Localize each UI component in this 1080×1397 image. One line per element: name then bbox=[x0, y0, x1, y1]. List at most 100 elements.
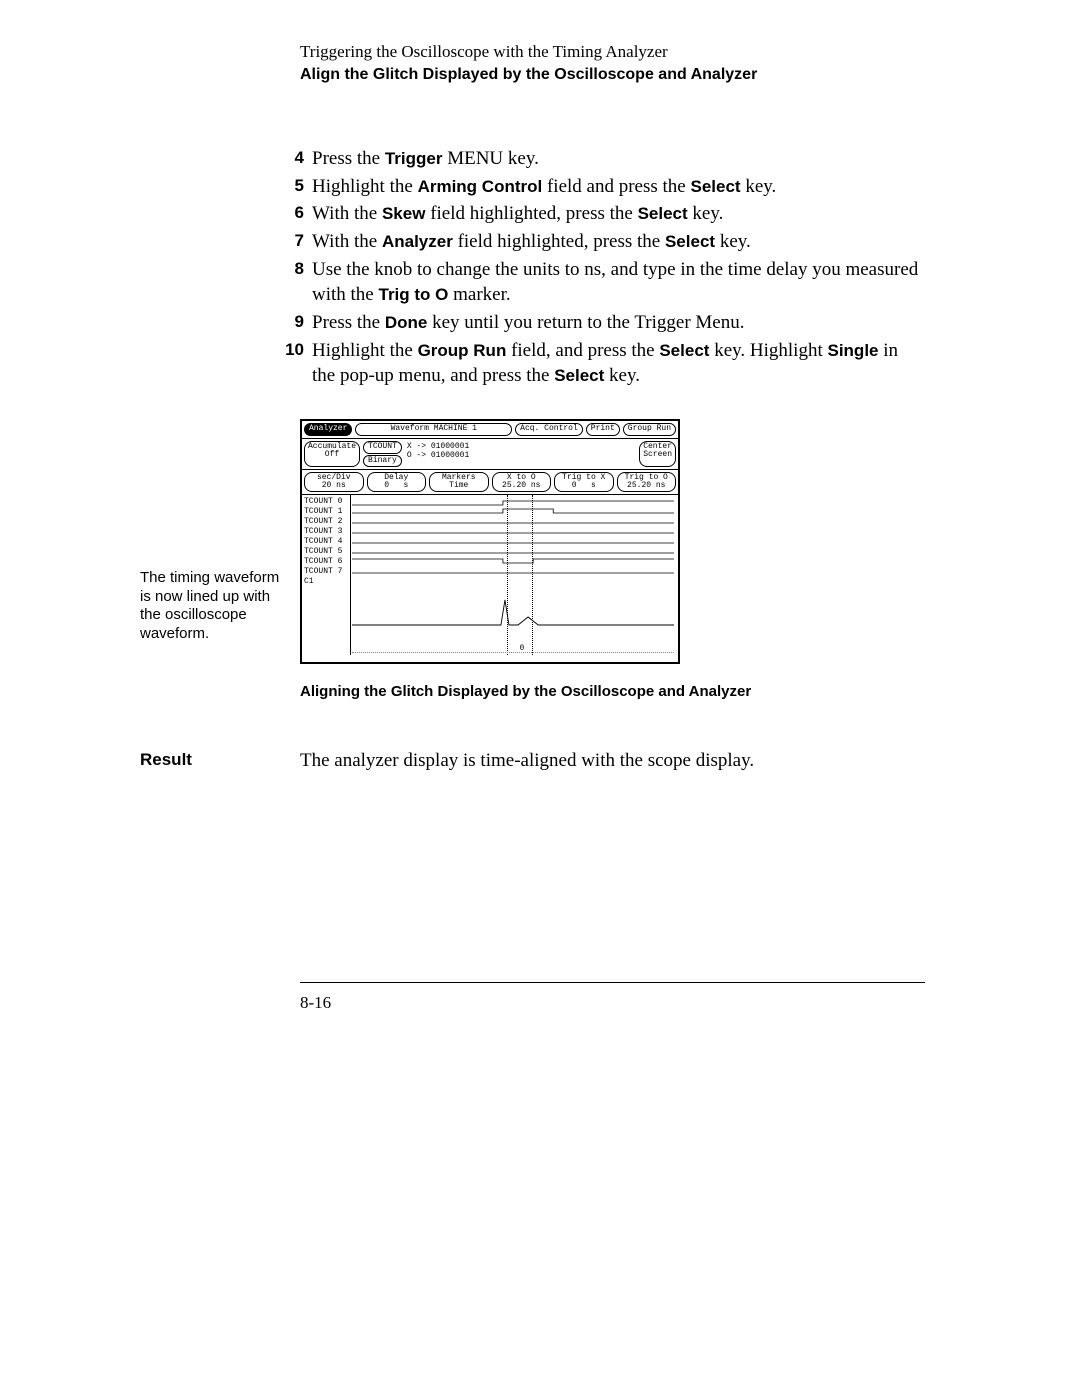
page-number: 8-16 bbox=[300, 993, 331, 1012]
channel-label: TCOUNT 6 bbox=[304, 557, 342, 567]
step-number: 7 bbox=[278, 229, 304, 253]
step-item: 8Use the knob to change the units to ns,… bbox=[278, 257, 925, 308]
channel-label: TCOUNT 4 bbox=[304, 537, 342, 547]
step-plain-text: field highlighted, press the bbox=[425, 203, 637, 224]
figure-title: Aligning the Glitch Displayed by the Osc… bbox=[300, 683, 925, 700]
step-plain-text: key. bbox=[604, 365, 640, 386]
step-bold-term: Select bbox=[554, 366, 604, 385]
step-plain-text: key until you return to the Trigger Menu… bbox=[427, 312, 744, 333]
print-button: Print bbox=[586, 423, 620, 436]
step-plain-text: Highlight the bbox=[312, 340, 418, 361]
step-bold-term: Single bbox=[827, 341, 878, 360]
step-item: 5Highlight the Arming Control field and … bbox=[278, 174, 925, 200]
trig-to-o-field: Trig to O 25.20 ns bbox=[617, 472, 677, 492]
step-number: 4 bbox=[278, 146, 304, 170]
step-bold-term: Select bbox=[690, 177, 740, 196]
time-axis bbox=[352, 652, 674, 653]
channel-label: C1 bbox=[304, 577, 342, 587]
channel-label: TCOUNT 1 bbox=[304, 507, 342, 517]
step-number: 6 bbox=[278, 201, 304, 225]
step-plain-text: field and press the bbox=[542, 176, 690, 197]
step-plain-text: With the bbox=[312, 203, 382, 224]
channel-label: TCOUNT 3 bbox=[304, 527, 342, 537]
step-text: Press the Trigger MENU key. bbox=[304, 146, 925, 172]
figure-margin-caption: The timing waveform is now lined up with… bbox=[140, 569, 290, 644]
markers-field: Markers Time bbox=[429, 472, 489, 492]
x-arrow-value: X -> 01000001 bbox=[407, 442, 469, 452]
o-arrow-value: O -> 01000001 bbox=[407, 451, 469, 461]
x-to-o-field: X to O 25.20 ns bbox=[492, 472, 552, 492]
step-plain-text: key. bbox=[715, 231, 751, 252]
step-number: 8 bbox=[278, 257, 304, 281]
step-text: Press the Done key until you return to t… bbox=[304, 310, 925, 336]
step-bold-term: Trig to O bbox=[379, 285, 449, 304]
step-number: 9 bbox=[278, 310, 304, 334]
step-plain-text: With the bbox=[312, 231, 382, 252]
step-plain-text: marker. bbox=[448, 284, 510, 305]
step-text: With the Analyzer field highlighted, pre… bbox=[304, 229, 925, 255]
center-screen-button: Center Screen bbox=[639, 441, 676, 468]
step-text: With the Skew field highlighted, press t… bbox=[304, 201, 925, 227]
result-section: Result The analyzer display is time-alig… bbox=[140, 750, 925, 772]
step-plain-text: field, and press the bbox=[506, 340, 659, 361]
analog-waveform-svg bbox=[352, 595, 674, 635]
step-plain-text: key. bbox=[688, 203, 724, 224]
acq-control-button: Acq. Control bbox=[515, 423, 583, 436]
trig-to-x-field: Trig to X 0 s bbox=[554, 472, 614, 492]
step-plain-text: key. bbox=[741, 176, 777, 197]
step-plain-text: Press the bbox=[312, 312, 385, 333]
step-item: 6With the Skew field highlighted, press … bbox=[278, 201, 925, 227]
step-bold-term: Select bbox=[659, 341, 709, 360]
step-item: 7With the Analyzer field highlighted, pr… bbox=[278, 229, 925, 255]
page-header: Triggering the Oscilloscope with the Tim… bbox=[300, 40, 925, 86]
secdiv-field: sec/Div 20 ns bbox=[304, 472, 364, 492]
steps-list: 4Press the Trigger MENU key.5Highlight t… bbox=[278, 146, 925, 389]
step-plain-text: field highlighted, press the bbox=[453, 231, 665, 252]
step-plain-text: Highlight the bbox=[312, 176, 418, 197]
waveform-area: TCOUNT 0TCOUNT 1TCOUNT 2TCOUNT 3TCOUNT 4… bbox=[302, 495, 678, 655]
step-text: Highlight the Group Run field, and press… bbox=[304, 338, 925, 389]
step-bold-term: Analyzer bbox=[382, 232, 453, 251]
step-bold-term: Group Run bbox=[418, 341, 507, 360]
channel-label: TCOUNT 0 bbox=[304, 497, 342, 507]
tcount-field: TCOUNT bbox=[363, 441, 402, 454]
header-section: Align the Glitch Displayed by the Oscill… bbox=[300, 64, 925, 86]
screen-top-row: Analyzer Waveform MACHINE 1 Acq. Control… bbox=[302, 421, 678, 439]
analyzer-screenshot: Analyzer Waveform MACHINE 1 Acq. Control… bbox=[300, 419, 680, 664]
result-label: Result bbox=[140, 750, 300, 770]
step-bold-term: Select bbox=[665, 232, 715, 251]
analyzer-button: Analyzer bbox=[304, 423, 352, 436]
step-bold-term: Trigger bbox=[385, 149, 443, 168]
footer: 8-16 bbox=[300, 982, 925, 1013]
step-bold-term: Done bbox=[385, 313, 428, 332]
digital-waveforms-svg bbox=[352, 499, 674, 579]
accumulate-field: Accumulate Off bbox=[304, 441, 360, 468]
step-text: Highlight the Arming Control field and p… bbox=[304, 174, 925, 200]
digital-traces bbox=[352, 499, 674, 579]
step-number: 10 bbox=[278, 338, 304, 362]
channel-label: TCOUNT 2 bbox=[304, 517, 342, 527]
step-item: 9Press the Done key until you return to … bbox=[278, 310, 925, 336]
step-bold-term: Select bbox=[638, 204, 688, 223]
waveform-divider bbox=[350, 495, 351, 655]
step-bold-term: Skew bbox=[382, 204, 425, 223]
step-number: 5 bbox=[278, 174, 304, 198]
channel-label: TCOUNT 5 bbox=[304, 547, 342, 557]
screen-row-3: sec/Div 20 ns Delay 0 s Markers Time X t… bbox=[302, 470, 678, 495]
step-bold-term: Arming Control bbox=[418, 177, 543, 196]
time-zero-label: 0 bbox=[519, 644, 524, 653]
figure-region: The timing waveform is now lined up with… bbox=[140, 419, 925, 669]
step-text: Use the knob to change the units to ns, … bbox=[304, 257, 925, 308]
result-text: The analyzer display is time-aligned wit… bbox=[300, 750, 925, 772]
step-plain-text: Press the bbox=[312, 148, 385, 169]
delay-field: Delay 0 s bbox=[367, 472, 427, 492]
step-item: 4Press the Trigger MENU key. bbox=[278, 146, 925, 172]
step-plain-text: MENU key. bbox=[442, 148, 538, 169]
group-run-button: Group Run bbox=[623, 423, 676, 436]
binary-field: Binary bbox=[363, 455, 402, 468]
channel-labels: TCOUNT 0TCOUNT 1TCOUNT 2TCOUNT 3TCOUNT 4… bbox=[304, 497, 342, 587]
step-plain-text: key. Highlight bbox=[709, 340, 827, 361]
step-item: 10Highlight the Group Run field, and pre… bbox=[278, 338, 925, 389]
channel-label: TCOUNT 7 bbox=[304, 567, 342, 577]
screen-row-2: Accumulate Off TCOUNT Binary X -> 010000… bbox=[302, 439, 678, 471]
